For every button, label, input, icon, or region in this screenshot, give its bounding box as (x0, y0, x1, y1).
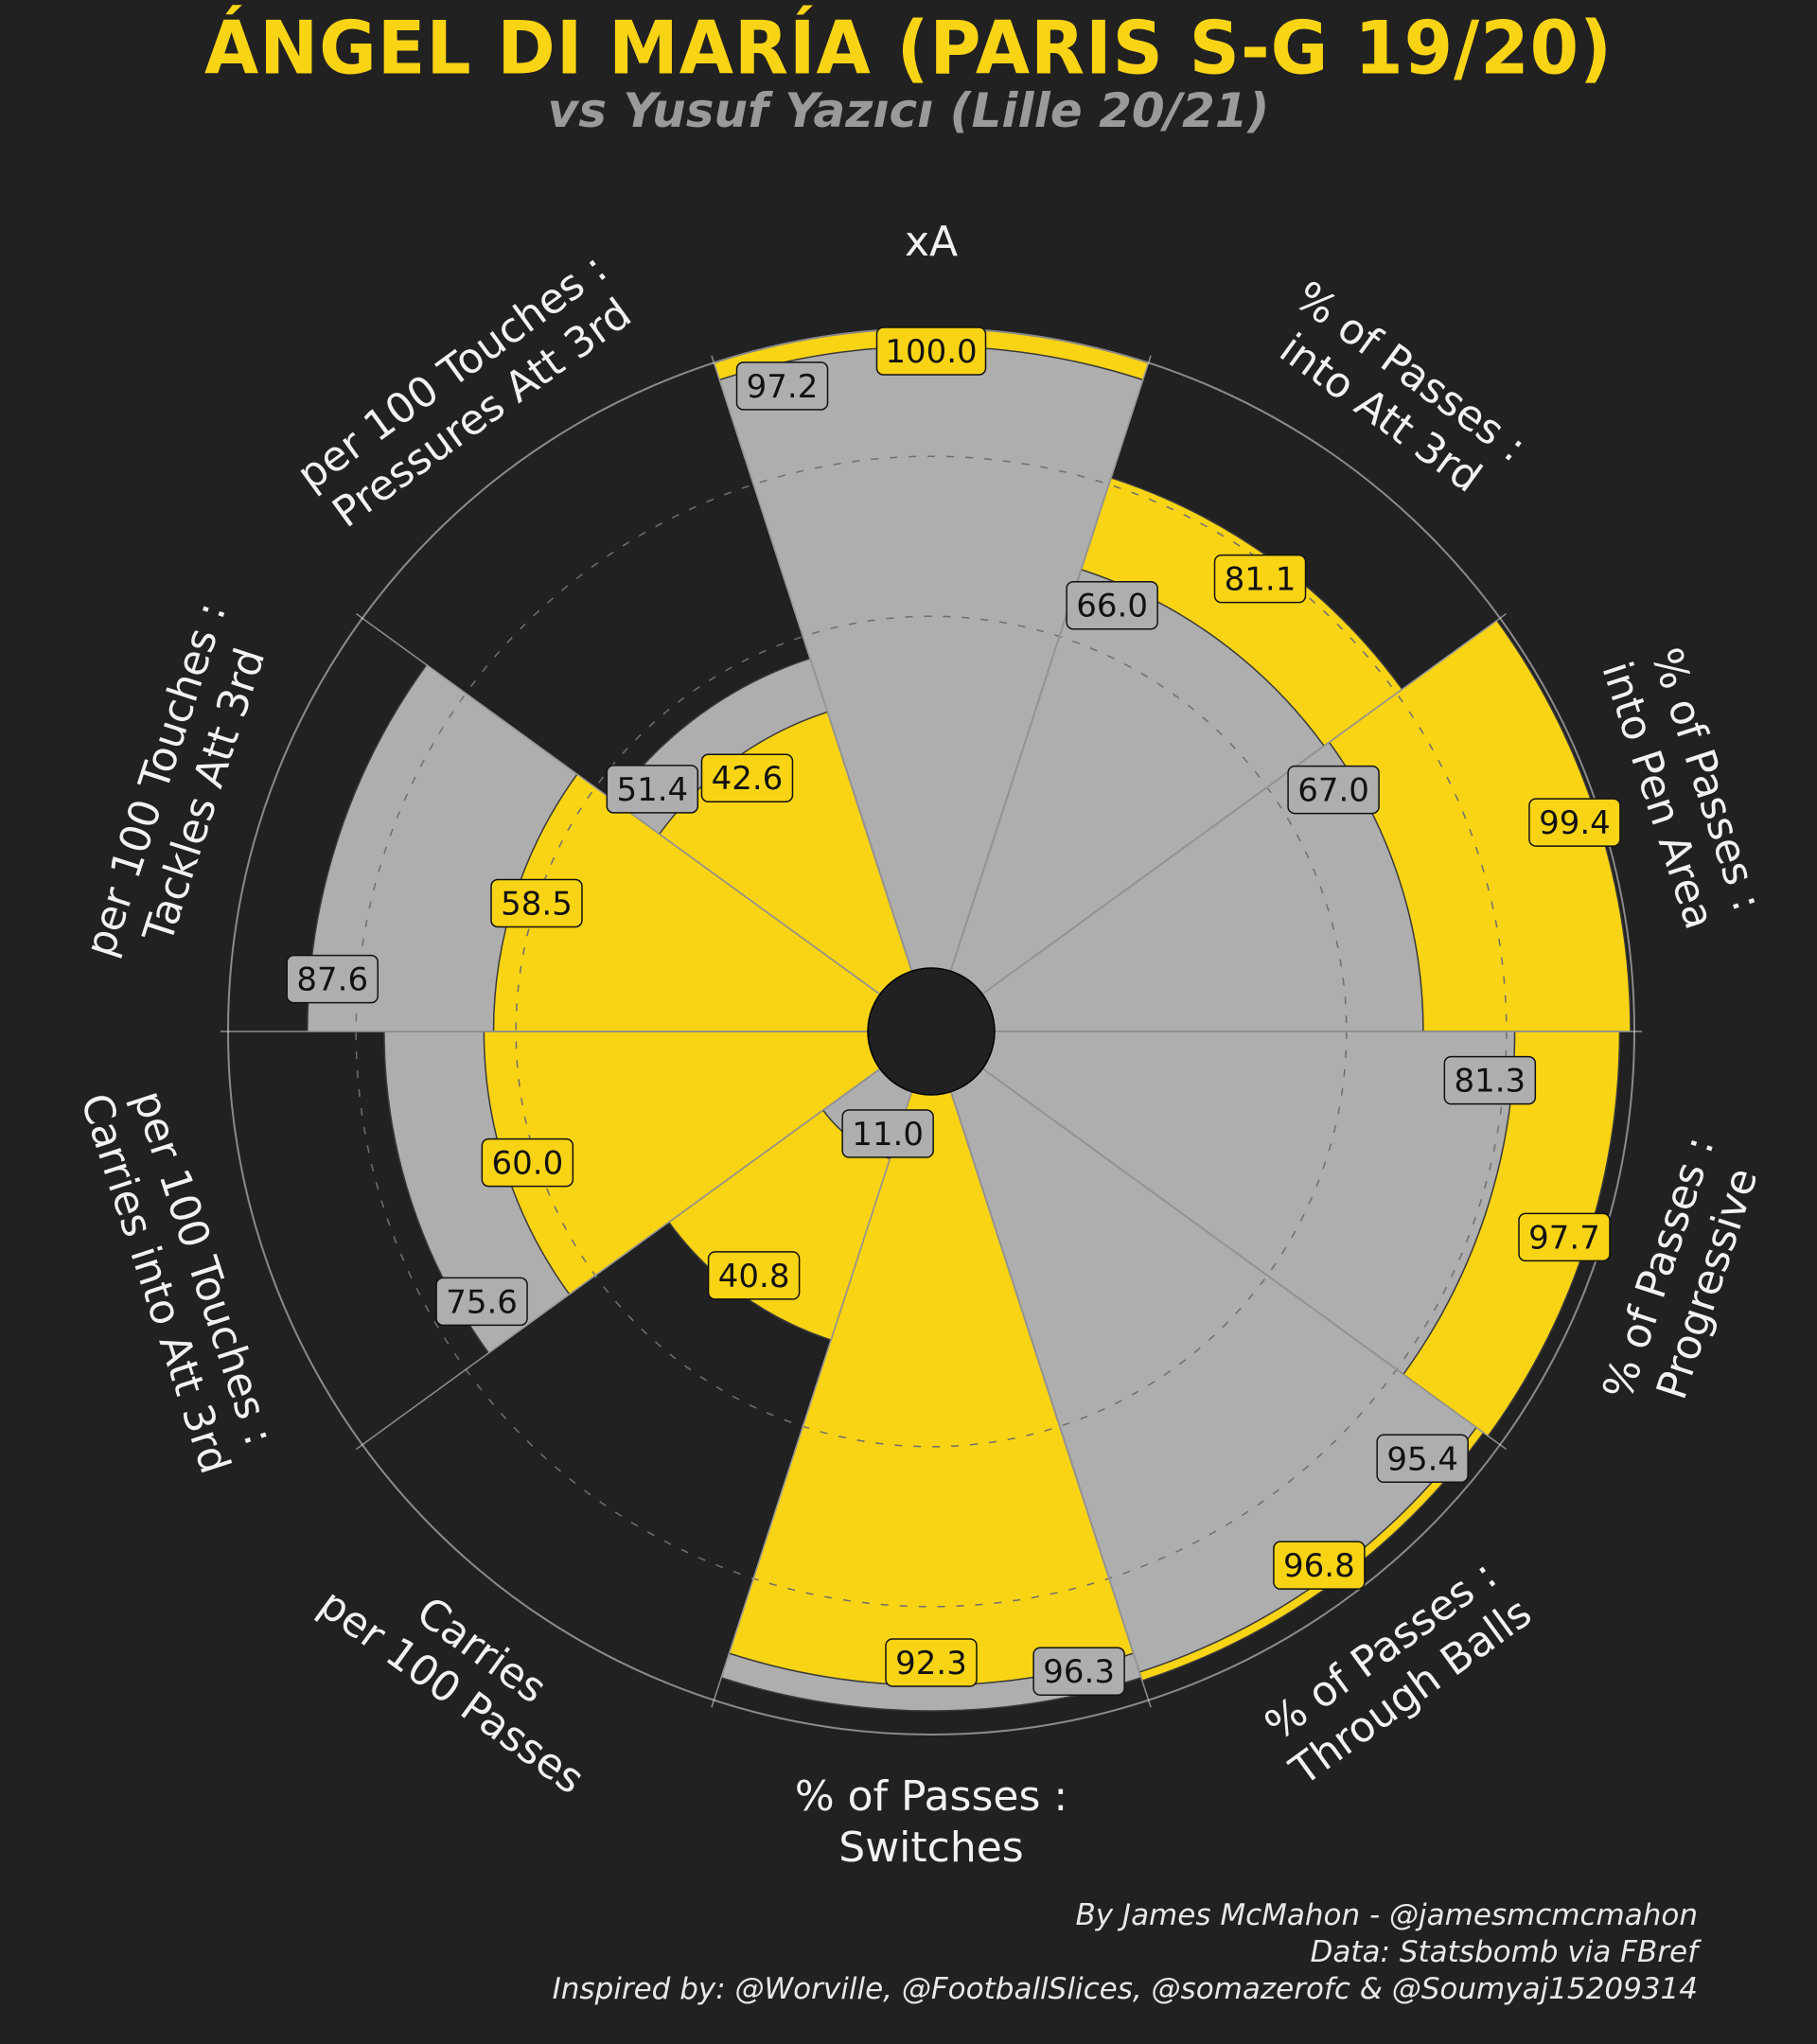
player-value-label-7: 60.0 (492, 1145, 564, 1183)
credit-author: By James McMahon - @jamesmcmcmahon (1075, 1898, 1698, 1932)
comparison-value-label-0: 97.2 (747, 368, 819, 406)
axis-label-1: % of Passes :into Att 3rd (1271, 273, 1535, 502)
player-value-label-2-box (1528, 798, 1621, 847)
credits: By James McMahon - @jamesmcmcmahon Data:… (553, 1897, 1698, 2008)
comparison-value-label-6: 11.0 (852, 1116, 924, 1154)
comparison-value-label-0-group: 97.2 (735, 361, 829, 411)
comparison-value-label-2: 67.0 (1297, 772, 1369, 810)
axis-label-7: per 100 Touches :Carries into Att 3rd (71, 1084, 284, 1479)
player-value-label-1-group: 81.1 (1213, 554, 1307, 604)
grid-spoke-2 (981, 612, 1508, 996)
center-hole (867, 967, 996, 1096)
axis-label-8: per 100 Touches :Tackles Att 3rd (76, 596, 274, 962)
player-value-label-6: 40.8 (718, 1258, 790, 1295)
player-value-label-8-group: 58.5 (490, 878, 583, 928)
comparison-value-label-3-box (1443, 1055, 1537, 1105)
player-value-label-9: 42.6 (712, 760, 784, 798)
chart-title: ÁNGEL DI MARÍA (PARIS S-G 19/20) (203, 5, 1613, 92)
comparison-value-label-8-box (286, 954, 379, 1004)
comparison-value-label-6-box (841, 1109, 934, 1158)
player-value-label-4-group: 96.8 (1273, 1541, 1366, 1590)
player-value-label-3-group: 97.7 (1518, 1212, 1611, 1262)
player-value-label-3: 97.7 (1528, 1219, 1600, 1257)
player-value-label-8: 58.5 (501, 886, 573, 924)
grid-spoke-1 (949, 355, 1152, 972)
center-layer (867, 967, 996, 1096)
comparison-value-label-6-group: 11.0 (841, 1109, 934, 1158)
axis-label-9: per 100 Touches :Pressures Att 3rd (289, 244, 641, 537)
player-value-label-5-box (885, 1638, 978, 1687)
comparison-value-label-1: 66.0 (1076, 588, 1148, 626)
player-value-label-5-group: 92.3 (885, 1638, 978, 1687)
player-value-label-4: 96.8 (1283, 1547, 1355, 1585)
comparison-value-label-4-group: 95.4 (1376, 1434, 1469, 1484)
axis-label-5-line-0: % of Passes : (795, 1772, 1067, 1821)
grid-spoke-4 (981, 1067, 1508, 1451)
player-value-label-0: 100.0 (885, 333, 977, 371)
sector-layer (307, 327, 1632, 1712)
comparison-value-label-0-box (735, 361, 829, 411)
player-value-label-7-box (481, 1137, 574, 1188)
comparison-value-label-2-box (1287, 765, 1380, 815)
grid-layer (221, 327, 1642, 1736)
comparison-bar-1 (929, 569, 1326, 1033)
player-value-label-1-box (1213, 554, 1307, 604)
axis-label-5-line-1: Switches (838, 1824, 1023, 1872)
player-value-label-8-box (490, 878, 583, 928)
comparison-value-label-9-group: 51.4 (606, 765, 699, 814)
player-value-label-1: 81.1 (1225, 561, 1297, 599)
axis-label-0-line-0: xA (905, 218, 958, 266)
credit-data-source: Data: Statsbomb via FBref (1310, 1935, 1698, 1969)
player-value-label-0-group: 100.0 (875, 326, 987, 376)
player-value-label-2: 99.4 (1539, 804, 1611, 842)
player-value-label-7-group: 60.0 (481, 1137, 574, 1188)
grid-spoke-5 (949, 1091, 1152, 1708)
player-value-label-3-box (1518, 1212, 1611, 1262)
value-label-layer: 100.0 97.2 81.1 66.0 99.4 67.0 97.7 81.3 96.8 95.… (286, 326, 1621, 1696)
axis-label-0: xA (905, 218, 958, 266)
player-value-label-9-group: 42.6 (700, 753, 794, 802)
comparison-value-label-4-box (1376, 1434, 1469, 1484)
player-value-label-6-group: 40.8 (707, 1251, 801, 1300)
comparison-value-label-5-box (1032, 1647, 1125, 1696)
comparison-value-label-1-box (1066, 580, 1158, 630)
credit-inspiration: Inspired by: @Worville, @FootballSlices,… (552, 1972, 1698, 2006)
comparison-value-label-7-group: 75.6 (435, 1277, 528, 1327)
comparison-value-label-3-group: 81.3 (1443, 1055, 1537, 1105)
player-value-label-9-box (700, 753, 794, 802)
grid-spoke-7 (355, 1067, 881, 1451)
comparison-value-label-3: 81.3 (1454, 1063, 1526, 1101)
grid-spoke-6 (711, 1091, 913, 1708)
player-value-label-2-group: 99.4 (1528, 798, 1621, 847)
comparison-value-label-9-box (606, 765, 699, 814)
player-value-label-5: 92.3 (895, 1645, 967, 1683)
comparison-value-label-9: 51.4 (616, 771, 688, 809)
chart-subtitle: vs Yusuf Yazıcı (Lille 20/21) (547, 83, 1270, 138)
comparison-value-label-7: 75.6 (446, 1283, 518, 1321)
axis-label-5: % of Passes :Switches (795, 1772, 1067, 1872)
grid-spoke-0 (711, 355, 913, 972)
comparison-value-label-2-group: 67.0 (1287, 765, 1380, 815)
player-value-label-4-box (1273, 1541, 1366, 1590)
player-value-label-6-box (707, 1251, 801, 1300)
comparison-value-label-8-group: 87.6 (286, 954, 379, 1004)
comparison-value-label-1-group: 66.0 (1066, 580, 1158, 630)
player-value-label-0-box (875, 326, 987, 376)
comparison-value-label-8: 87.6 (296, 961, 368, 999)
comparison-value-label-5-group: 96.3 (1032, 1647, 1125, 1696)
comparison-value-label-7-box (435, 1277, 528, 1327)
comparison-value-label-4: 95.4 (1386, 1440, 1458, 1478)
comparison-value-label-5: 96.3 (1043, 1653, 1115, 1691)
